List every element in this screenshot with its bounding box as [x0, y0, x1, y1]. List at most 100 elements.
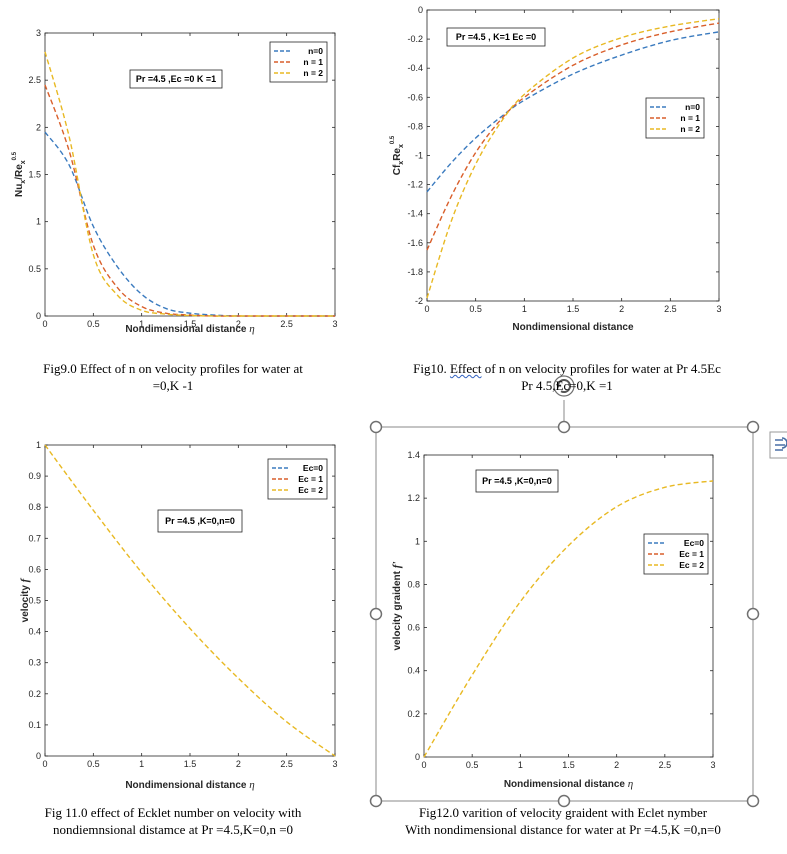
y-tick-label: -1.2 — [407, 180, 423, 190]
y-tick-label: 1 — [36, 440, 41, 450]
annotation-box — [157, 509, 243, 533]
caption-fig12-line2: With nondimensional distance for water a… — [405, 822, 721, 837]
legend-box — [267, 458, 328, 500]
x-tick-label: 1 — [518, 760, 523, 770]
y-tick-label: -1.6 — [407, 238, 423, 248]
legend-label-0: Ec=0 — [684, 538, 704, 548]
legend-label-2: n = 2 — [680, 124, 700, 134]
legend-label-2: Ec = 2 — [298, 485, 323, 495]
layout-options-icon[interactable] — [769, 431, 787, 459]
selection-frame[interactable] — [369, 375, 760, 808]
x-tick-label: 1 — [139, 319, 144, 329]
caption-fig9: Fig9.0 Effect of n on velocity profiles … — [8, 360, 338, 394]
legend-label-0: Ec=0 — [303, 463, 323, 473]
chart-nusselt: 0 0.5 1 1.5 2 2.5 3 0 0.5 1 1.5 2 2.5 3 Nondimensional… — [12, 28, 338, 335]
y-tick-label: 0.8 — [407, 579, 420, 589]
resize-handle-t[interactable] — [557, 420, 571, 434]
y-tick-label: 1 — [415, 536, 420, 546]
x-tick-label: 2 — [236, 759, 241, 769]
series-line-0 — [426, 31, 720, 193]
resize-handle-br[interactable] — [746, 794, 760, 808]
resize-handle-bl[interactable] — [369, 794, 383, 808]
y-tick-label: 0.5 — [28, 264, 41, 274]
caption-fig10-line2: Pr 4.5,Ec=0,K =1 — [521, 378, 613, 393]
resize-handle-l[interactable] — [369, 607, 383, 621]
caption-fig12-line1: Fig12.0 varition of velocity graident wi… — [418, 805, 708, 820]
y-tick-label: 0 — [36, 751, 41, 761]
x-tick-label: 0.5 — [466, 760, 479, 770]
y-tick-label: 1.4 — [407, 450, 420, 460]
chart-velocity: 0 0.5 1 1.5 2 2.5 3 0 0.1 0.2 0.3 0.4 0.5 0.6 0.7 0.8 0.… — [19, 440, 338, 791]
x-tick-label: 3 — [332, 759, 337, 769]
y-tick-label: -1.8 — [407, 267, 423, 277]
y-tick-label: -0.6 — [407, 92, 423, 102]
resize-handle-r[interactable] — [746, 607, 760, 621]
annotation-box — [446, 27, 546, 47]
rotate-handle-icon[interactable] — [553, 375, 575, 397]
plot-area — [423, 454, 714, 758]
x-tick-label: 0 — [42, 759, 47, 769]
legend-label-1: Ec = 1 — [679, 549, 704, 559]
y-tick-label: -2 — [415, 296, 423, 306]
x-tick-label: 2.5 — [659, 760, 672, 770]
x-tick-label: 0.5 — [469, 304, 482, 314]
series-line-2 — [423, 480, 714, 758]
y-tick-label: 0.6 — [407, 623, 420, 633]
legend-label-0: n=0 — [685, 102, 700, 112]
x-tick-label: 2.5 — [280, 319, 293, 329]
legend-label-2: Ec = 2 — [679, 560, 704, 570]
y-tick-label: 0.4 — [28, 627, 41, 637]
legend-label-0: n=0 — [308, 46, 323, 56]
x-tick-label: 0 — [421, 760, 426, 770]
x-tick-label: 3 — [710, 760, 715, 770]
plot-area — [426, 9, 720, 302]
y-tick-label: -0.8 — [407, 121, 423, 131]
y-axis-label: Nux/Rex0.5 — [12, 151, 27, 197]
legend-label-1: Ec = 1 — [298, 474, 323, 484]
y-tick-label: 0.7 — [28, 533, 41, 543]
y-tick-label: 0.4 — [407, 666, 420, 676]
resize-handle-tr[interactable] — [746, 420, 760, 434]
annotation-text: Pr =4.5 ,Ec =0 K =1 — [136, 74, 216, 84]
caption-fig11: Fig 11.0 effect of Ecklet number on velo… — [8, 804, 338, 838]
y-tick-label: 0.6 — [28, 564, 41, 574]
resize-handle-b[interactable] — [557, 794, 571, 808]
series-line-2 — [44, 444, 336, 757]
y-tick-label: -0.2 — [407, 34, 423, 44]
y-axis-label: CfxRex0.5 — [390, 135, 405, 175]
series-line-2 — [426, 18, 720, 299]
series-line-1 — [426, 22, 720, 251]
resize-handle-tl[interactable] — [369, 420, 383, 434]
y-axis-label: velocity graident f' — [391, 562, 403, 651]
y-tick-label: 0.2 — [407, 709, 420, 719]
y-tick-label: 3 — [36, 28, 41, 38]
x-tick-label: 3 — [716, 304, 721, 314]
caption-fig11-line2: nondiemnsional distamce at Pr =4.5,K=0,n… — [52, 822, 294, 837]
y-tick-label: 0.8 — [28, 502, 41, 512]
annotation-box — [475, 469, 559, 493]
legend-box — [645, 97, 705, 139]
chart-skin-friction: 0 0.5 1 1.5 2 2.5 3 -2 -1.8 -1.6 -1.4 -1.2 -1 -0.8 -0.… — [390, 5, 722, 333]
x-tick-label: 2.5 — [664, 304, 677, 314]
x-tick-label: 2 — [236, 319, 241, 329]
y-tick-label: 0.2 — [28, 689, 41, 699]
y-axis-label: velocity f — [19, 577, 31, 622]
annotation-text: Pr =4.5 ,K=0,n=0 — [165, 516, 235, 526]
x-tick-label: 0 — [424, 304, 429, 314]
x-tick-label: 1.5 — [184, 759, 197, 769]
y-tick-label: -0.4 — [407, 63, 423, 73]
caption-fig9-line1: Fig9.0 Effect of n on velocity profiles … — [43, 361, 303, 376]
y-tick-label: -1 — [415, 151, 423, 161]
caption-fig11-line1: Fig 11.0 effect of Ecklet number on velo… — [44, 805, 302, 820]
chart-velocity-gradient: 0 0.5 1 1.5 2 2.5 3 0 0.2 0.4 0.6 0.8 1 1.2 1.4 Nondime… — [391, 450, 716, 790]
caption-fig12: Fig12.0 varition of velocity graident wi… — [358, 804, 768, 838]
y-tick-label: 0 — [36, 311, 41, 321]
y-tick-label: 0.9 — [28, 471, 41, 481]
x-axis-label: Nondimensional distance — [512, 322, 634, 333]
x-tick-label: 1.5 — [567, 304, 580, 314]
y-tick-label: 0.1 — [28, 720, 41, 730]
x-tick-label: 0.5 — [87, 759, 100, 769]
x-tick-label: 2 — [619, 304, 624, 314]
x-tick-label: 0 — [42, 319, 47, 329]
caption-fig9-line2: =0,K -1 — [152, 378, 194, 393]
